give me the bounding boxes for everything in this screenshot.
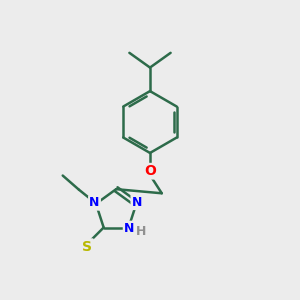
Text: N: N [132, 196, 142, 209]
Text: S: S [82, 240, 92, 254]
Text: O: O [144, 164, 156, 178]
Text: H: H [136, 225, 146, 239]
Text: N: N [89, 196, 100, 209]
Text: N: N [124, 222, 134, 235]
